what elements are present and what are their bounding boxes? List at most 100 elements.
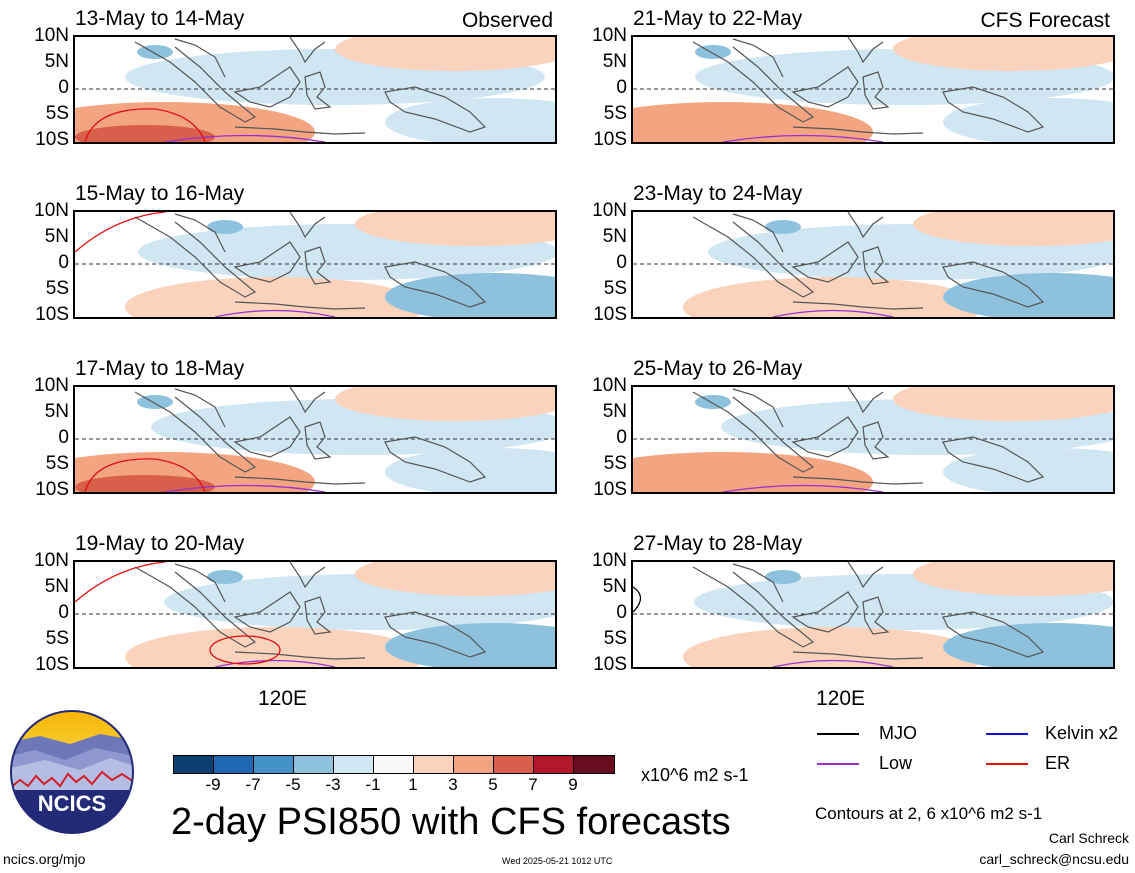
er-contour xyxy=(84,458,206,492)
credit-name: Carl Schreck xyxy=(1048,830,1129,846)
er-contour xyxy=(75,562,166,603)
psi-negative-region xyxy=(943,98,1113,142)
colorbar-tick-label: 7 xyxy=(528,775,538,794)
lat-tick-label: 5N xyxy=(602,401,627,422)
coastline-sulawesi xyxy=(862,596,890,635)
colorbar-tick-label: -9 xyxy=(205,775,221,794)
ncics-logo: NCICS xyxy=(10,710,134,834)
colorbar-swatch xyxy=(574,756,614,773)
coastline-java xyxy=(792,476,924,485)
coastline-sulawesi xyxy=(862,71,890,110)
coastline-borneo xyxy=(233,416,301,458)
low-contour xyxy=(772,309,894,317)
psi-positive-region xyxy=(633,102,873,142)
coastline-malay xyxy=(174,213,226,253)
map-svg xyxy=(633,212,1113,317)
psi-positive-region xyxy=(893,387,1113,421)
lat-tick-label: 10S xyxy=(35,654,69,675)
lat-tick-label: 10N xyxy=(592,25,627,46)
colorbar-swatch xyxy=(414,756,454,773)
coastline-philippines xyxy=(847,37,884,64)
legend-low: Low xyxy=(879,753,913,773)
lat-tick-label: 10S xyxy=(35,129,69,150)
coastline-malay xyxy=(732,563,784,603)
map-svg xyxy=(633,37,1113,142)
er-contour xyxy=(75,212,166,253)
map-panel-6 xyxy=(631,385,1115,494)
coastline-new-guinea xyxy=(384,436,487,483)
coastline-new-guinea xyxy=(942,86,1045,133)
map-panel-3 xyxy=(73,210,557,319)
map-panel-4 xyxy=(631,210,1115,319)
coastline-malay xyxy=(174,38,226,78)
coastline-philippines xyxy=(289,37,326,64)
coastline-java xyxy=(234,301,366,310)
lat-tick-label: 10S xyxy=(35,304,69,325)
panel-title-5: 17-May to 18-May xyxy=(75,357,245,380)
lat-tick-label: 10N xyxy=(592,550,627,571)
lat-tick-label: 0 xyxy=(58,252,69,273)
lat-tick-label: 10S xyxy=(593,654,627,675)
cfs-forecast-label: CFS Forecast xyxy=(980,9,1110,32)
colorbar-swatch xyxy=(174,756,214,773)
lat-tick-label: 5N xyxy=(44,51,69,72)
lat-tick-label: 10S xyxy=(35,479,69,500)
psi-positive-region xyxy=(125,277,425,317)
panel-title-8: 27-May to 28-May xyxy=(633,532,803,555)
lat-tick-label: 10S xyxy=(593,479,627,500)
coastline-malay xyxy=(732,388,784,428)
panel-title-2: 21-May to 22-May xyxy=(633,7,803,30)
coastline-philippines xyxy=(847,562,884,589)
lat-tick-label: 0 xyxy=(58,602,69,623)
lat-tick-label: 5S xyxy=(603,453,627,474)
psi-strong-positive xyxy=(75,125,215,142)
coastline-philippines xyxy=(847,212,884,239)
credit-email[interactable]: carl_schreck@ncsu.edu xyxy=(979,851,1129,867)
coastline-sulawesi xyxy=(304,421,332,460)
psi-positive-region xyxy=(125,627,425,667)
lat-tick-label: 10N xyxy=(592,375,627,396)
lat-tick-label: 5N xyxy=(44,401,69,422)
colorbar-tick-label: 9 xyxy=(568,775,578,794)
psi-strong-positive xyxy=(75,475,215,492)
coastline-new-guinea xyxy=(942,261,1045,308)
lat-tick-label: 0 xyxy=(616,602,627,623)
lat-tick-label: 5S xyxy=(45,453,69,474)
low-contour xyxy=(722,484,884,492)
legend-line-low xyxy=(817,763,859,765)
map-panel-5 xyxy=(73,385,557,494)
website-link[interactable]: ncics.org/mjo xyxy=(3,851,86,867)
lat-tick-label: 5S xyxy=(45,628,69,649)
lat-tick-label: 10N xyxy=(34,200,69,221)
psi-negative-core xyxy=(765,570,801,584)
map-svg xyxy=(75,387,555,492)
mjo-contour xyxy=(633,586,642,613)
coastline-philippines xyxy=(289,562,326,589)
coastline-sumatra xyxy=(692,566,815,648)
legend-line-er xyxy=(986,763,1028,765)
coastline-sumatra xyxy=(692,391,815,473)
coastline-borneo xyxy=(791,66,859,108)
lat-tick-label: 10N xyxy=(592,200,627,221)
psi-positive-region xyxy=(683,277,983,317)
map-panel-1 xyxy=(73,35,557,144)
lat-tick-label: 0 xyxy=(616,77,627,98)
coastline-malay xyxy=(174,388,226,428)
low-contour xyxy=(214,659,336,667)
coastline-borneo xyxy=(233,241,301,283)
map-panel-8 xyxy=(631,560,1115,669)
colorbar-tick-label: -3 xyxy=(325,775,341,794)
lat-tick-label: 10N xyxy=(34,375,69,396)
colorbar-tick-label: 3 xyxy=(448,775,458,794)
colorbar-swatch xyxy=(334,756,374,773)
observed-label: Observed xyxy=(461,9,553,32)
psi-positive-region xyxy=(913,562,1113,596)
coastline-malay xyxy=(732,38,784,78)
lat-tick-label: 5N xyxy=(44,576,69,597)
coastline-philippines xyxy=(847,387,884,414)
main-title: 2-day PSI850 with CFS forecasts xyxy=(171,801,731,843)
coastline-new-guinea xyxy=(942,436,1045,483)
colorbar-tick-label: -7 xyxy=(245,775,261,794)
panel-title-4: 23-May to 24-May xyxy=(633,182,803,205)
er-contour xyxy=(209,635,281,665)
